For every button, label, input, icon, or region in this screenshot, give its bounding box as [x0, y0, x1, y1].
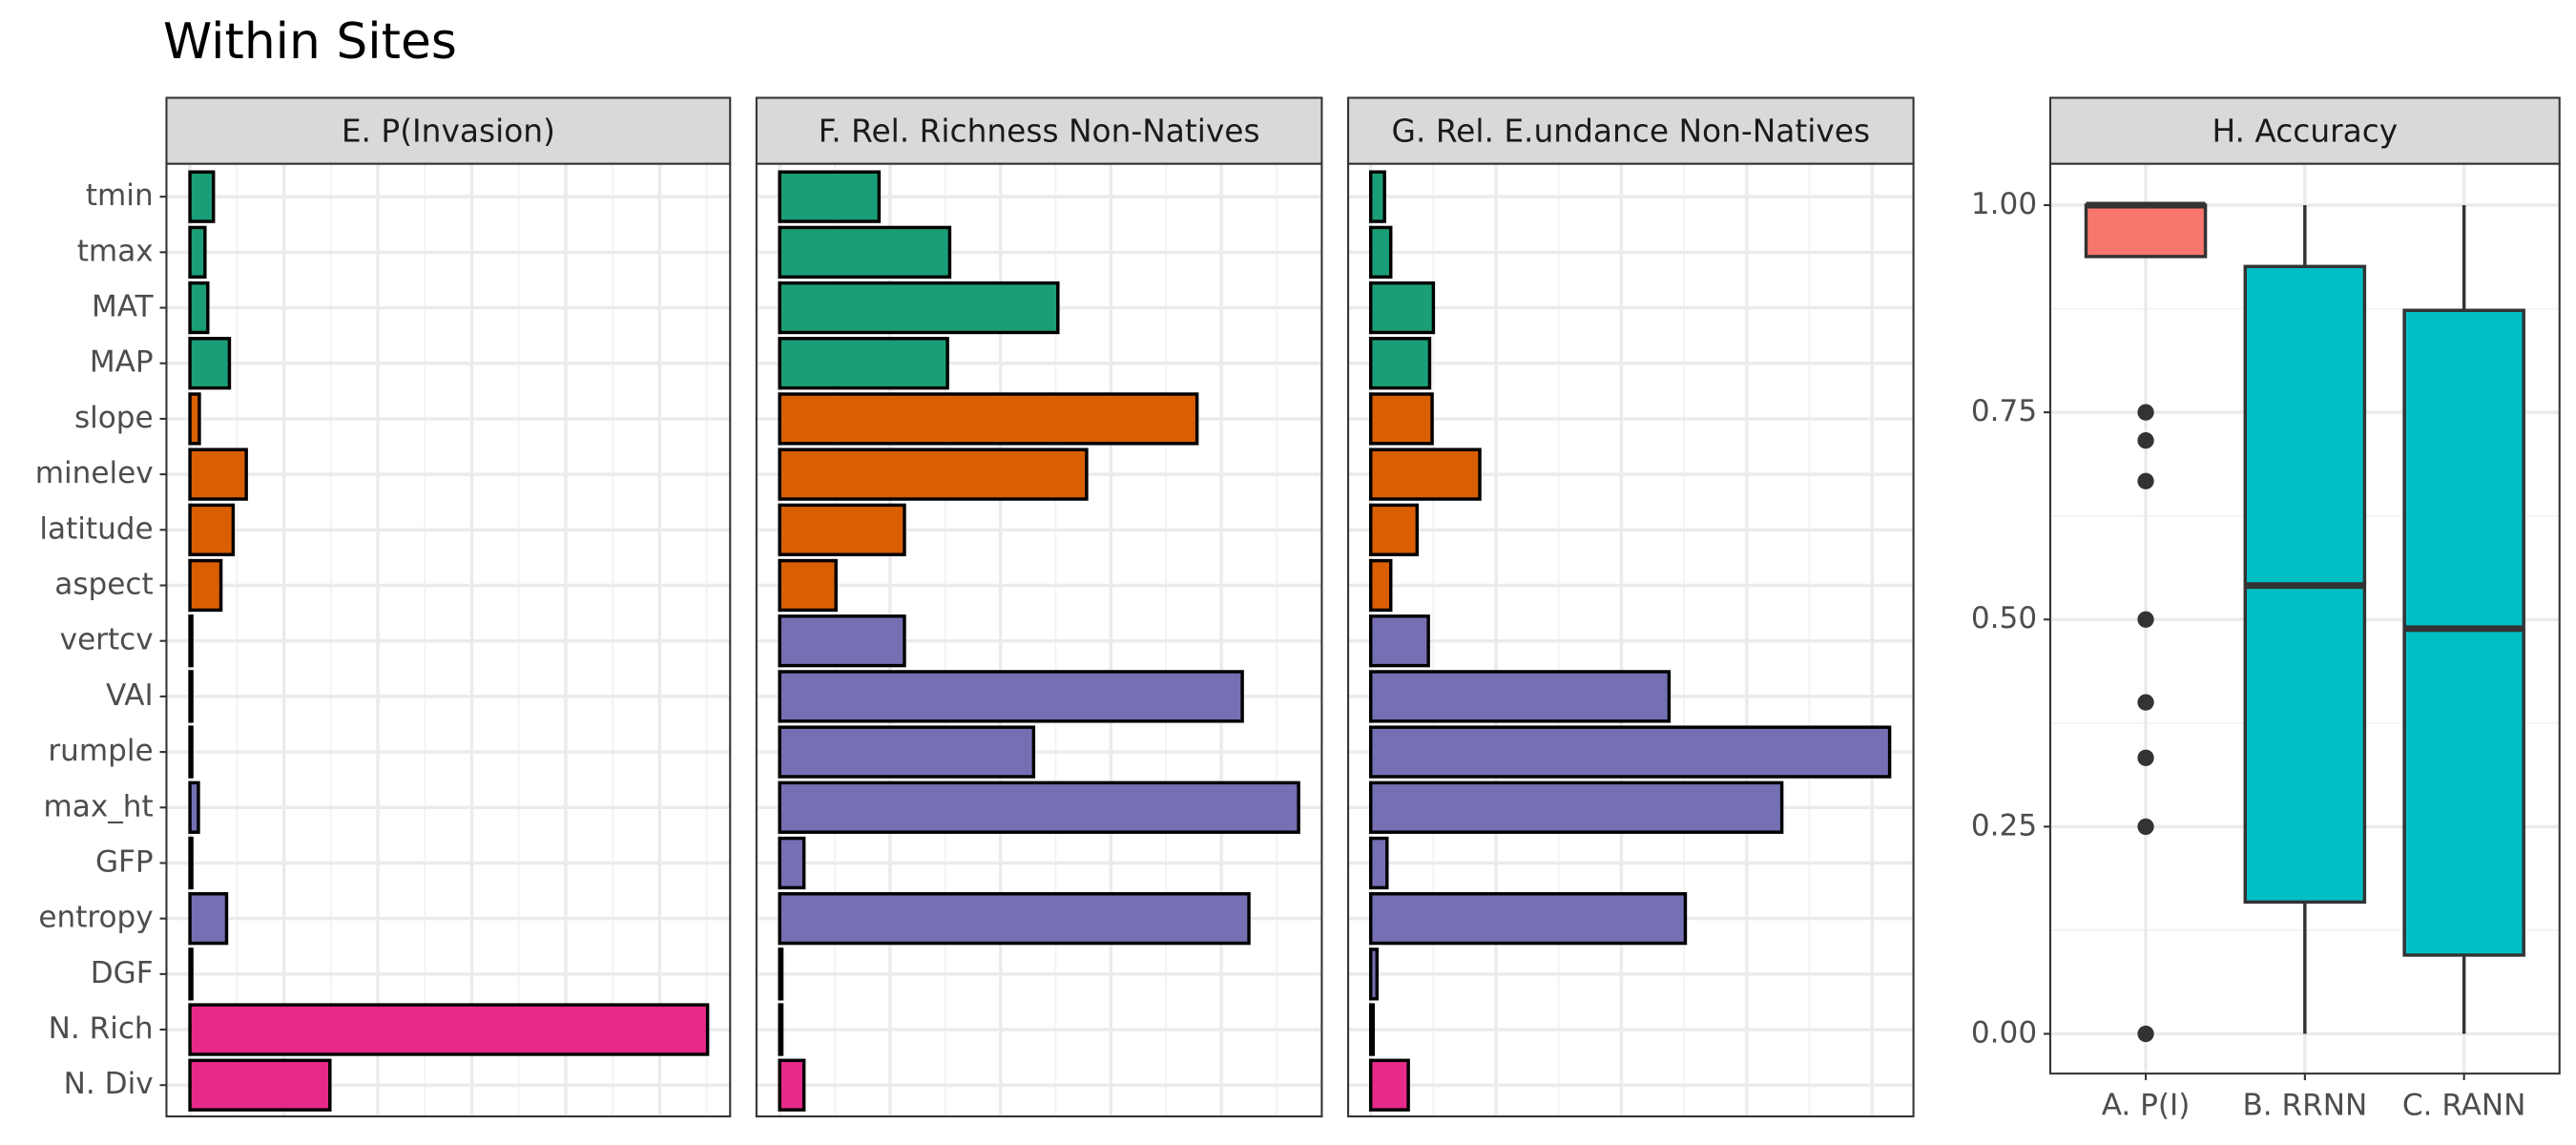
y-tick-label: VAI: [106, 678, 154, 713]
bar: [188, 947, 194, 1001]
x-tick-label: A. P(I): [2102, 1089, 2191, 1123]
bar: [188, 225, 207, 279]
bar: [188, 614, 194, 668]
bar: [1368, 392, 1434, 446]
bar: [1368, 614, 1430, 668]
bar: [1368, 558, 1393, 613]
bar: [1368, 947, 1379, 1001]
bar: [778, 836, 806, 890]
bar: [778, 337, 949, 390]
bar: [778, 170, 882, 223]
y-tick-label: 0.50: [1971, 601, 2037, 635]
strip-label: E. P(Invasion): [342, 113, 555, 149]
bar: [778, 503, 906, 556]
bar: [778, 781, 1300, 834]
outlier: [2137, 432, 2154, 449]
bar: [1368, 281, 1436, 335]
y-tick-label: 0.75: [1971, 394, 2037, 428]
y-tick-label: rumple: [48, 734, 153, 768]
bar: [1368, 503, 1420, 556]
y-tick-label: 0.00: [1971, 1015, 2037, 1050]
y-tick-label: vertcv: [60, 623, 154, 657]
outlier: [2137, 1025, 2154, 1043]
outlier: [2137, 472, 2154, 489]
bar: [1368, 670, 1672, 723]
outlier: [2137, 818, 2154, 835]
bar: [1368, 781, 1784, 834]
bar: [778, 448, 1089, 501]
y-tick-label: max_ht: [44, 789, 154, 823]
y-tick-label: entropy: [38, 901, 153, 935]
outlier: [2137, 611, 2154, 628]
bar: [1368, 1058, 1410, 1112]
y-tick-label: N. Div: [64, 1067, 154, 1101]
bar: [1368, 337, 1432, 390]
outlier: [2137, 749, 2154, 766]
y-tick-label: MAP: [90, 345, 154, 380]
chart-title: Within Sites: [163, 13, 457, 71]
y-tick-label: tmin: [86, 178, 154, 213]
bar: [188, 448, 248, 501]
y-tick-label: MAT: [92, 290, 155, 324]
bar: [188, 503, 236, 556]
x-tick-label: C. RANN: [2402, 1089, 2526, 1123]
box: [2084, 203, 2208, 259]
bar: [188, 836, 194, 890]
bar: [778, 281, 1060, 335]
y-tick-label: aspect: [54, 567, 153, 601]
strip: [1347, 96, 1915, 165]
bar: [1368, 892, 1688, 946]
bar: [188, 1058, 332, 1112]
y-tick-label: minelev: [35, 456, 154, 490]
bar: [778, 1003, 784, 1056]
bar: [778, 614, 906, 668]
y-tick-label: 0.25: [1971, 808, 2037, 843]
outlier: [2137, 404, 2154, 421]
strip: [755, 96, 1323, 165]
y-tick-label: DGF: [91, 956, 154, 990]
bar: [188, 725, 194, 779]
bar: [188, 170, 216, 223]
y-tick-label: tmax: [77, 234, 154, 268]
bar: [1368, 1003, 1376, 1056]
bar: [778, 225, 952, 279]
strip: [2048, 96, 2561, 165]
x-tick-label: B. RRNN: [2242, 1089, 2367, 1123]
bar: [188, 892, 229, 946]
bar: [188, 781, 200, 834]
y-tick-label: slope: [74, 401, 154, 435]
bar: [188, 392, 201, 446]
bar: [1368, 725, 1892, 779]
box: [2402, 308, 2525, 957]
bar: [1368, 170, 1386, 223]
y-tick-label: GFP: [95, 844, 154, 879]
strip: [165, 96, 732, 165]
strip-label: H. Accuracy: [2212, 113, 2398, 149]
strip-label: G. Rel. E.undance Non-Natives: [1392, 113, 1871, 149]
bar: [778, 392, 1199, 446]
bar: [778, 947, 784, 1001]
bar: [188, 670, 194, 723]
bar: [188, 281, 210, 335]
bar: [188, 558, 223, 613]
bar: [1368, 448, 1482, 501]
y-tick-label: latitude: [39, 511, 153, 546]
bar: [1368, 836, 1389, 890]
y-tick-label: 1.00: [1971, 187, 2037, 221]
bar: [778, 558, 838, 613]
outlier: [2137, 694, 2154, 711]
bar: [778, 725, 1036, 779]
bar: [778, 892, 1251, 946]
bar: [188, 337, 232, 390]
bar: [778, 1058, 806, 1112]
bar: [188, 1003, 710, 1056]
strip-label: F. Rel. Richness Non-Natives: [819, 113, 1260, 149]
bar: [1368, 225, 1393, 279]
bar: [778, 670, 1244, 723]
y-tick-label: N. Rich: [49, 1011, 154, 1046]
